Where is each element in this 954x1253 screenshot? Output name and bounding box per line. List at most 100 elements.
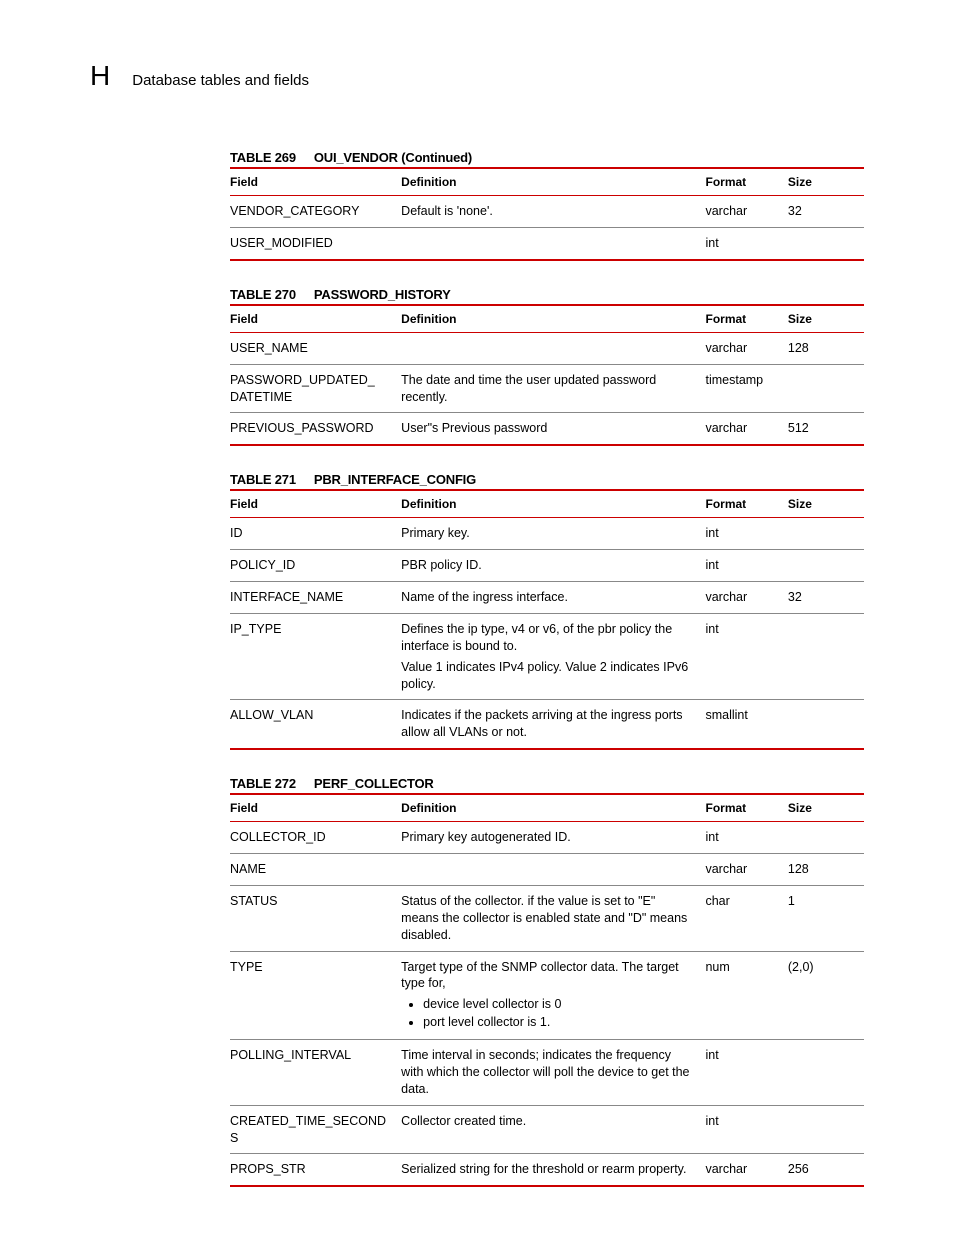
definition-line: Primary key. xyxy=(401,525,695,542)
col-size: Size xyxy=(788,490,864,518)
table-row: NAMEvarchar128 xyxy=(230,854,864,886)
definition-line: Status of the collector. if the value is… xyxy=(401,893,695,944)
table-block: TABLE 269 OUI_VENDOR (Continued) FieldDefi… xyxy=(230,150,864,261)
definition-cell: Indicates if the packets arriving at the… xyxy=(401,700,705,749)
definition-line: Indicates if the packets arriving at the… xyxy=(401,707,695,741)
definition-cell xyxy=(401,227,705,259)
table-caption: TABLE 270PASSWORD_HISTORY xyxy=(230,287,864,302)
definition-cell: The date and time the user updated passw… xyxy=(401,364,705,413)
table-header-row: FieldDefinitionFormatSize xyxy=(230,168,864,196)
size-cell: 1 xyxy=(788,885,864,951)
field-cell: CREATED_TIME_SECONDS xyxy=(230,1105,401,1154)
table-row: PREVIOUS_PASSWORDUser"s Previous passwor… xyxy=(230,413,864,445)
table-row: VENDOR_CATEGORYDefault is 'none'.varchar… xyxy=(230,196,864,228)
definition-line: The date and time the user updated passw… xyxy=(401,372,695,406)
table-number: TABLE 269 xyxy=(230,150,296,165)
table-row: IDPrimary key.int xyxy=(230,518,864,550)
col-definition: Definition xyxy=(401,794,705,822)
definition-line: Default is 'none'. xyxy=(401,203,695,220)
definition-cell: User"s Previous password xyxy=(401,413,705,445)
definition-cell: Default is 'none'. xyxy=(401,196,705,228)
table-row: INTERFACE_NAMEName of the ingress interf… xyxy=(230,582,864,614)
table-number: TABLE 271 xyxy=(230,472,296,487)
format-cell: varchar xyxy=(705,582,787,614)
field-cell: POLLING_INTERVAL xyxy=(230,1040,401,1106)
table-row: COLLECTOR_IDPrimary key autogenerated ID… xyxy=(230,822,864,854)
definition-cell: PBR policy ID. xyxy=(401,550,705,582)
db-table: FieldDefinitionFormatSizeCOLLECTOR_IDPri… xyxy=(230,793,864,1187)
table-number: TABLE 272 xyxy=(230,776,296,791)
definition-line: Collector created time. xyxy=(401,1113,695,1130)
size-cell: 32 xyxy=(788,582,864,614)
field-cell: TYPE xyxy=(230,951,401,1040)
table-row: USER_MODIFIED int xyxy=(230,227,864,259)
size-cell xyxy=(788,1105,864,1154)
format-cell: varchar xyxy=(705,1154,787,1186)
format-cell: int xyxy=(705,1105,787,1154)
table-row: IP_TYPEDefines the ip type, v4 or v6, of… xyxy=(230,613,864,700)
col-size: Size xyxy=(788,168,864,196)
format-cell: int xyxy=(705,822,787,854)
field-cell: PROPS_STR xyxy=(230,1154,401,1186)
format-cell: varchar xyxy=(705,332,787,364)
size-cell xyxy=(788,613,864,700)
format-cell: char xyxy=(705,885,787,951)
definition-cell: Serialized string for the threshold or r… xyxy=(401,1154,705,1186)
size-cell xyxy=(788,700,864,749)
table-row: STATUSStatus of the collector. if the va… xyxy=(230,885,864,951)
table-caption: TABLE 271 PBR_INTERFACE_CONFIG xyxy=(230,472,864,487)
size-cell xyxy=(788,518,864,550)
size-cell: 32 xyxy=(788,196,864,228)
page-header: H Database tables and fields xyxy=(90,60,864,92)
table-row: CREATED_TIME_SECONDSCollector created ti… xyxy=(230,1105,864,1154)
field-cell: IP_TYPE xyxy=(230,613,401,700)
size-cell xyxy=(788,227,864,259)
size-cell: 512 xyxy=(788,413,864,445)
definition-cell: Name of the ingress interface. xyxy=(401,582,705,614)
table-row: TYPETarget type of the SNMP collector da… xyxy=(230,951,864,1040)
format-cell: int xyxy=(705,613,787,700)
definition-cell xyxy=(401,854,705,886)
table-block: TABLE 272PERF_COLLECTORFieldDefinitionFo… xyxy=(230,776,864,1187)
format-cell: int xyxy=(705,227,787,259)
table-name: PASSWORD_HISTORY xyxy=(314,287,451,302)
field-cell: USER_MODIFIED xyxy=(230,227,401,259)
table-row: ALLOW_VLANIndicates if the packets arriv… xyxy=(230,700,864,749)
appendix-letter: H xyxy=(90,60,110,92)
table-header-row: FieldDefinitionFormatSize xyxy=(230,490,864,518)
definition-cell: Time interval in seconds; indicates the … xyxy=(401,1040,705,1106)
db-table: FieldDefinitionFormatSizeIDPrimary key.i… xyxy=(230,489,864,750)
table-row: PASSWORD_UPDATED_DATETIMEThe date and ti… xyxy=(230,364,864,413)
definition-cell xyxy=(401,332,705,364)
format-cell: int xyxy=(705,550,787,582)
definition-line: Value 1 indicates IPv4 policy. Value 2 i… xyxy=(401,659,695,693)
field-cell: ALLOW_VLAN xyxy=(230,700,401,749)
col-size: Size xyxy=(788,794,864,822)
col-field: Field xyxy=(230,490,401,518)
table-name: OUI_VENDOR (Continued) xyxy=(314,150,472,165)
definition-line: PBR policy ID. xyxy=(401,557,695,574)
field-cell: PASSWORD_UPDATED_DATETIME xyxy=(230,364,401,413)
definition-line: User"s Previous password xyxy=(401,420,695,437)
table-name: PBR_INTERFACE_CONFIG xyxy=(314,472,476,487)
definition-line: Time interval in seconds; indicates the … xyxy=(401,1047,695,1098)
field-cell: INTERFACE_NAME xyxy=(230,582,401,614)
field-cell: POLICY_ID xyxy=(230,550,401,582)
col-definition: Definition xyxy=(401,305,705,333)
field-cell: COLLECTOR_ID xyxy=(230,822,401,854)
field-cell: PREVIOUS_PASSWORD xyxy=(230,413,401,445)
field-cell: ID xyxy=(230,518,401,550)
format-cell: smallint xyxy=(705,700,787,749)
table-row: POLICY_IDPBR policy ID. int xyxy=(230,550,864,582)
definition-list: device level collector is 0port level co… xyxy=(401,996,695,1031)
definition-line: Name of the ingress interface. xyxy=(401,589,695,606)
table-header-row: FieldDefinitionFormatSize xyxy=(230,794,864,822)
col-format: Format xyxy=(705,168,787,196)
size-cell: (2,0) xyxy=(788,951,864,1040)
col-field: Field xyxy=(230,168,401,196)
content-area: TABLE 269OUI_VENDOR (Continued)FieldDefi… xyxy=(90,150,864,1187)
db-table: FieldDefinitionFormatSizeVENDOR_CATEGORY… xyxy=(230,167,864,261)
page: H Database tables and fields TABLE 269 OU… xyxy=(0,0,954,1253)
db-table: FieldDefinitionFormatSizeUSER_NAMEvarcha… xyxy=(230,304,864,447)
list-item: device level collector is 0 xyxy=(423,996,695,1013)
